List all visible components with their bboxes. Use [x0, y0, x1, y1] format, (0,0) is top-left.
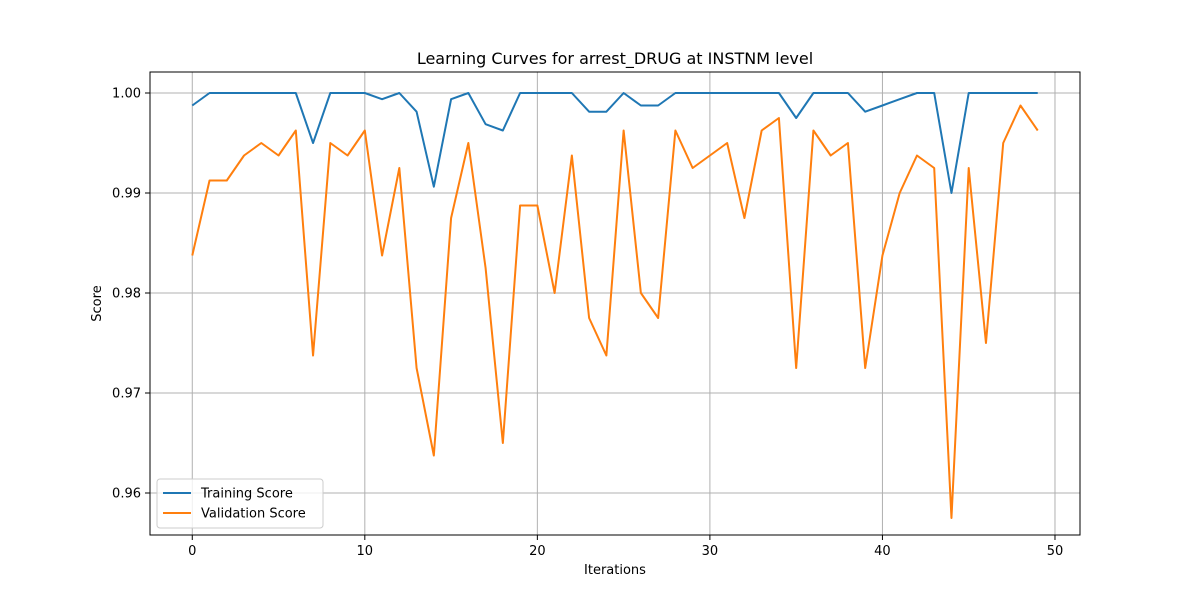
y-tick-label: 0.96 — [112, 487, 141, 502]
x-axis-label: Iterations — [584, 563, 646, 578]
plot-frame — [149, 71, 1081, 536]
chart-title: Learning Curves for arrest_DRUG at INSTN… — [417, 49, 813, 69]
y-axis-label: Score — [90, 285, 105, 321]
x-tick-label: 50 — [1047, 544, 1064, 559]
series-line-training-score — [191, 92, 1038, 194]
series-line-validation-score — [191, 104, 1039, 519]
y-tick-label: 1.00 — [112, 87, 141, 102]
x-tick-label: 0 — [188, 544, 196, 559]
legend-label: Training Score — [200, 487, 293, 502]
series-lines — [191, 92, 1039, 519]
x-tick-label: 40 — [874, 544, 891, 559]
y-tick-label: 0.98 — [112, 287, 141, 302]
y-tick-label: 0.99 — [112, 187, 141, 202]
legend: Training Score Validation Score — [156, 478, 324, 529]
axis-ticks: 0 10 20 30 40 50 0.96 0.97 0.98 0.99 1.00 — [112, 87, 1063, 560]
x-tick-label: 10 — [357, 544, 374, 559]
x-tick-label: 30 — [702, 544, 719, 559]
y-tick-label: 0.97 — [112, 387, 141, 402]
legend-label: Validation Score — [201, 507, 306, 522]
legend-box — [156, 478, 324, 529]
x-tick-label: 20 — [529, 544, 546, 559]
